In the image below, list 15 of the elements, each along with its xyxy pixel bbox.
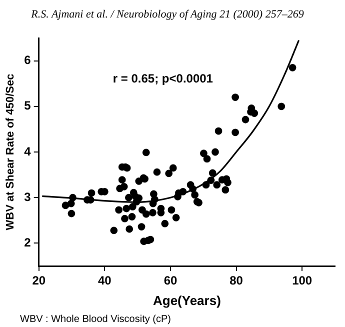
x-tick-label: 40: [98, 274, 112, 288]
text: WBV : Whole Blood Viscosity (cP): [20, 314, 171, 325]
x-axis-title: Age(Years): [152, 292, 221, 308]
x-tick-label: 20: [32, 274, 46, 288]
text: R.S. Ajmani et al. / Neurobiology of Aging 21 (2000) 257–269: [30, 8, 304, 20]
x-tick-label: 100: [292, 274, 312, 288]
y-tick-label: 2: [24, 236, 32, 250]
x-tick-label: 60: [164, 274, 178, 288]
y-tick-label: 3: [24, 190, 32, 204]
y-tick-label: 6: [24, 53, 32, 68]
annotation: r = 0.65; p<0.0001: [112, 71, 214, 86]
y-tick-label: 5: [24, 98, 32, 113]
y-tick-label: 4: [24, 144, 32, 158]
y-axis-title: WBV at Shear Rate of 450/Sec: [4, 74, 17, 230]
x-tick-label: 80: [230, 274, 244, 288]
